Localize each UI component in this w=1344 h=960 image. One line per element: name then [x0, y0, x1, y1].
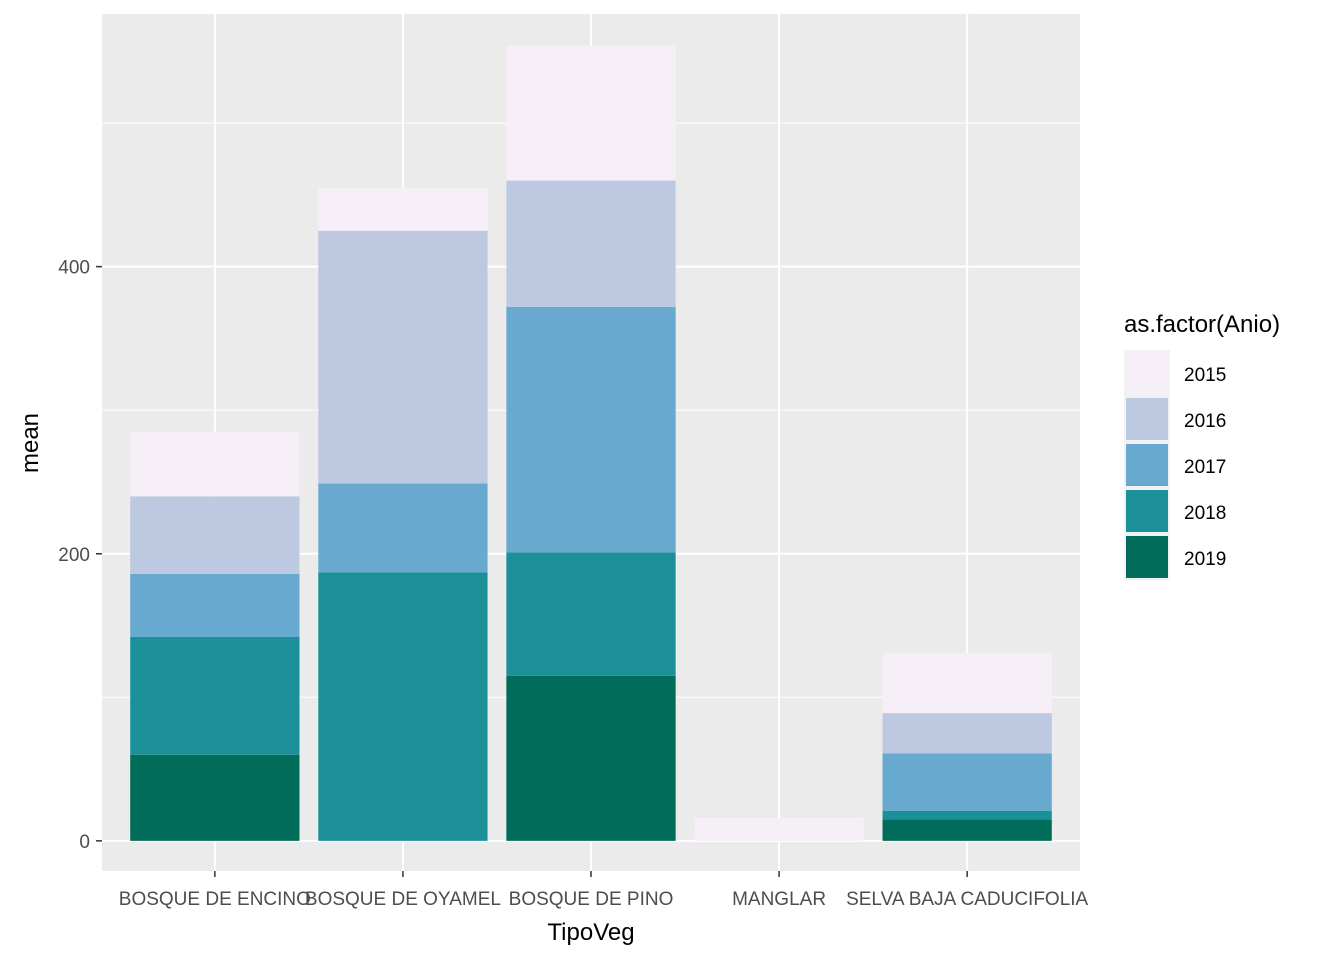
y-tick-label: 200 — [58, 545, 90, 566]
x-tick-label: SELVA BAJA CADUCIFOLIA — [846, 889, 1088, 910]
bar-segment — [882, 810, 1052, 820]
bar-segment — [130, 573, 300, 638]
bar-segment — [882, 819, 1052, 841]
legend-swatch — [1126, 398, 1168, 440]
x-tick-label: BOSQUE DE PINO — [509, 889, 674, 910]
legend-label: 2017 — [1184, 457, 1226, 478]
x-tick-label: BOSQUE DE OYAMEL — [305, 889, 501, 910]
bars — [130, 45, 1052, 841]
x-tick-label: MANGLAR — [732, 889, 826, 910]
bar-segment — [506, 552, 676, 676]
y-axis: 0 200 400 — [58, 258, 102, 853]
bar-segment — [882, 713, 1052, 754]
bar-segment — [506, 45, 676, 181]
bar-segment — [318, 230, 488, 484]
bar-segment — [318, 187, 488, 231]
bar-segment — [318, 483, 488, 573]
bar-segment — [130, 754, 300, 841]
legend-swatch — [1126, 536, 1168, 578]
x-axis-title: TipoVeg — [547, 919, 634, 946]
x-tick-label: BOSQUE DE ENCINO — [119, 889, 311, 910]
legend: as.factor(Anio) 2015 2016 2017 2018 2019 — [1124, 311, 1280, 580]
legend-label: 2019 — [1184, 549, 1226, 570]
y-axis-title: mean — [17, 413, 44, 473]
y-tick-label: 0 — [79, 832, 90, 853]
bar-segment — [882, 753, 1052, 811]
bar-segment — [506, 180, 676, 307]
bar-segment — [318, 572, 488, 841]
y-tick-label: 400 — [58, 258, 90, 279]
bar-segment — [130, 431, 300, 497]
bar-segment — [506, 306, 676, 553]
legend-title: as.factor(Anio) — [1124, 311, 1280, 338]
bar-segment — [506, 675, 676, 841]
bar-segment — [130, 496, 300, 574]
legend-swatch — [1126, 444, 1168, 486]
legend-swatch — [1126, 352, 1168, 394]
bar-segment — [694, 817, 864, 841]
legend-swatch — [1126, 490, 1168, 532]
legend-label: 2015 — [1184, 365, 1226, 386]
legend-label: 2016 — [1184, 411, 1226, 432]
bar-segment — [130, 637, 300, 755]
legend-label: 2018 — [1184, 503, 1226, 524]
bar-segment — [882, 652, 1052, 714]
